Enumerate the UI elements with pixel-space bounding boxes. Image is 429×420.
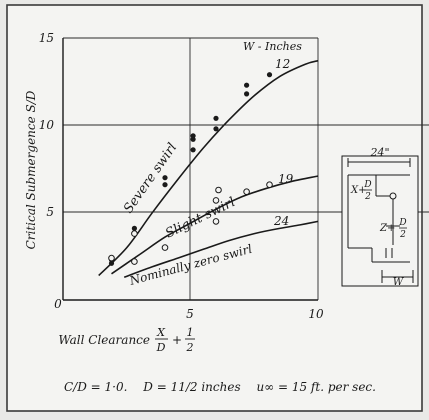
x-tick-5: 5 bbox=[186, 307, 194, 321]
series-line-1 bbox=[111, 175, 319, 275]
footnote-d: D = 11/2 inches bbox=[143, 380, 241, 394]
grid bbox=[63, 37, 429, 300]
data-point-s1-8 bbox=[266, 181, 273, 188]
footnote-u: u∞ = 15 ft. per sec. bbox=[256, 380, 376, 394]
data-point-s0-11 bbox=[244, 91, 250, 97]
inset-x-label: X+ bbox=[350, 185, 367, 196]
data-point-s1-7 bbox=[243, 188, 250, 195]
data-point-s1-4 bbox=[212, 218, 220, 225]
inset-z-label: Z+ bbox=[379, 223, 395, 234]
data-point-s1-6 bbox=[215, 186, 222, 194]
data-point-s0-12 bbox=[244, 82, 250, 88]
data-point-s0-5 bbox=[162, 175, 168, 181]
x-axis-label-group: Wall Clearance X D + 1 2 bbox=[58, 326, 195, 354]
data-point-s1-1 bbox=[131, 258, 138, 265]
inset-z-frac-num: D bbox=[398, 218, 406, 228]
y-tick-5: 5 bbox=[46, 205, 54, 219]
data-point-s0-9 bbox=[213, 126, 219, 132]
data-point-s0-8 bbox=[190, 133, 196, 139]
data-point-s0-13 bbox=[266, 72, 273, 78]
inset-x-frac-num: D bbox=[363, 180, 371, 190]
footnote: C/D = 1·0. D = 11/2 inches u∞ = 15 ft. p… bbox=[64, 380, 388, 394]
x-label-half-den: 2 bbox=[186, 341, 194, 354]
x-label-plus: + bbox=[172, 333, 182, 347]
y-tick-10: 10 bbox=[39, 118, 55, 132]
w-label-19: 19 bbox=[278, 172, 294, 186]
w-label-12: 12 bbox=[275, 57, 290, 71]
data-point-s1-5 bbox=[212, 197, 220, 204]
inset-labels: 24" X+ D 2 Z+ D 2 W bbox=[350, 146, 407, 288]
data-point-s0-4 bbox=[162, 182, 168, 188]
w-label-24: 24 bbox=[273, 214, 289, 228]
inset-box bbox=[341, 155, 419, 287]
y-axis-label: Critical Submergence S/D bbox=[24, 90, 38, 249]
inset-x-frac-den: 2 bbox=[364, 192, 371, 202]
inset-diagram bbox=[341, 155, 419, 287]
series-line-0 bbox=[98, 59, 319, 277]
data-point-s0-6 bbox=[190, 147, 196, 153]
x-tick-10: 10 bbox=[308, 307, 324, 321]
inset-z-frac-den: 2 bbox=[399, 230, 406, 240]
inset-w-label: W bbox=[393, 277, 404, 288]
footnote-cd: C/D = 1·0. bbox=[64, 380, 128, 394]
data-point-s1-0 bbox=[108, 254, 115, 262]
axes bbox=[62, 38, 318, 301]
data-point-s0-10 bbox=[213, 115, 219, 121]
data-point-s1-3 bbox=[161, 244, 169, 251]
series-line-2 bbox=[123, 220, 319, 279]
x-label-half-num: 1 bbox=[187, 326, 194, 339]
data-point-s1-2 bbox=[131, 230, 138, 237]
series-layer bbox=[98, 59, 319, 279]
data-point-s0-3 bbox=[131, 225, 137, 231]
x-label-frac-num: X bbox=[156, 326, 166, 339]
legend-header: W - Inches bbox=[243, 40, 302, 53]
y-tick-15: 15 bbox=[39, 31, 54, 45]
x-axis-label: Wall Clearance bbox=[58, 333, 150, 347]
x-tick-0: 0 bbox=[54, 297, 62, 311]
x-label-frac-den: D bbox=[156, 341, 166, 354]
inset-width-label: 24" bbox=[369, 146, 389, 159]
